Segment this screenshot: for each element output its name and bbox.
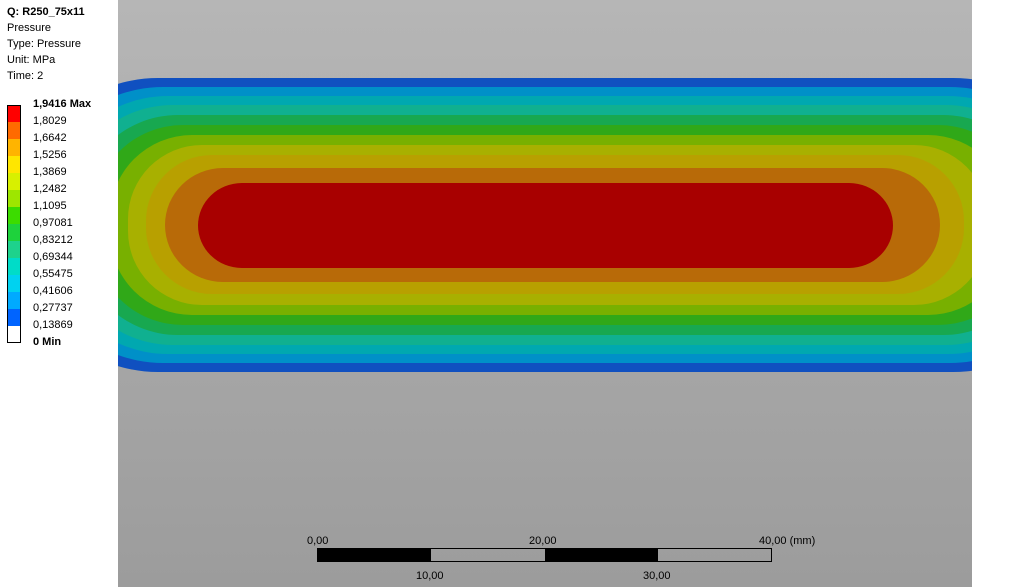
legend-entry: 0,13869 — [7, 319, 73, 343]
legend-label: 0,13869 — [33, 319, 73, 331]
legend-entry: 0,41606 — [7, 285, 73, 309]
legend-entry: 0,69344 — [7, 251, 73, 275]
result-type: Type: Pressure — [7, 38, 81, 50]
scale-label: 20,00 — [529, 535, 557, 547]
result-title: Q: R250_75x11 — [7, 6, 85, 18]
legend-entry: 1,2482 — [7, 183, 67, 207]
legend-swatch — [7, 224, 21, 241]
legend-label: 0,83212 — [33, 234, 73, 246]
result-time: Time: 2 — [7, 70, 44, 82]
legend-label: 1,5256 — [33, 149, 67, 161]
legend-swatch — [7, 105, 21, 122]
legend-swatch — [7, 292, 21, 309]
color-legend[interactable]: 1,9416 Max 1,8029 1,6642 1,5256 1,3869 1,2482… — [7, 98, 91, 348]
legend-swatch — [7, 207, 21, 224]
legend-label: 1,1095 — [33, 200, 67, 212]
legend-swatch — [7, 241, 21, 258]
scale-bar — [317, 548, 772, 562]
legend-entry: 0,55475 — [7, 268, 73, 292]
legend-entry: 1,1095 — [7, 200, 67, 224]
legend-entry: 0,27737 — [7, 302, 73, 326]
legend-entry: 1,6642 — [7, 132, 67, 156]
legend-entry: 1,3869 — [7, 166, 67, 190]
legend-label: 0,55475 — [33, 268, 73, 280]
legend-entry: 0,97081 — [7, 217, 73, 241]
scale-label: 0,00 — [307, 535, 329, 547]
legend-swatch — [7, 173, 21, 190]
legend-entry: 1,9416 Max — [7, 98, 91, 122]
legend-label: 1,2482 — [33, 183, 67, 195]
result-name: Pressure — [7, 22, 52, 34]
legend-label: 0 Min — [33, 336, 62, 348]
legend-swatch — [7, 139, 21, 156]
legend-label: 0,69344 — [33, 251, 73, 263]
result-info: Q: R250_75x11 Pressure Type: Pressure Un… — [7, 4, 85, 84]
legend-label: 0,27737 — [33, 302, 73, 314]
legend-label: 1,9416 Max — [33, 98, 92, 110]
legend-swatch — [7, 156, 21, 173]
legend-swatch — [7, 258, 21, 275]
legend-label: 1,3869 — [33, 166, 67, 178]
scale-label: 10,00 — [416, 570, 444, 582]
legend-entry: 1,5256 — [7, 149, 67, 173]
result-unit: Unit: MPa — [7, 54, 56, 66]
scale-label: 40,00 (mm) — [759, 535, 816, 547]
legend-entry: 1,8029 — [7, 115, 67, 139]
legend-swatch — [7, 275, 21, 292]
scale-label: 30,00 — [643, 570, 671, 582]
legend-label: 0,41606 — [33, 285, 73, 297]
legend-label: 1,8029 — [33, 115, 67, 127]
legend-swatch — [7, 122, 21, 139]
contour-band — [198, 183, 893, 268]
legend-swatch — [7, 309, 21, 326]
legend-label: 1,6642 — [33, 132, 67, 144]
legend-swatch — [7, 190, 21, 207]
graphics-viewport[interactable] — [118, 0, 972, 587]
legend-label: 0,97081 — [33, 217, 73, 229]
legend-swatch — [7, 326, 21, 343]
legend-entry: 0,83212 — [7, 234, 73, 258]
